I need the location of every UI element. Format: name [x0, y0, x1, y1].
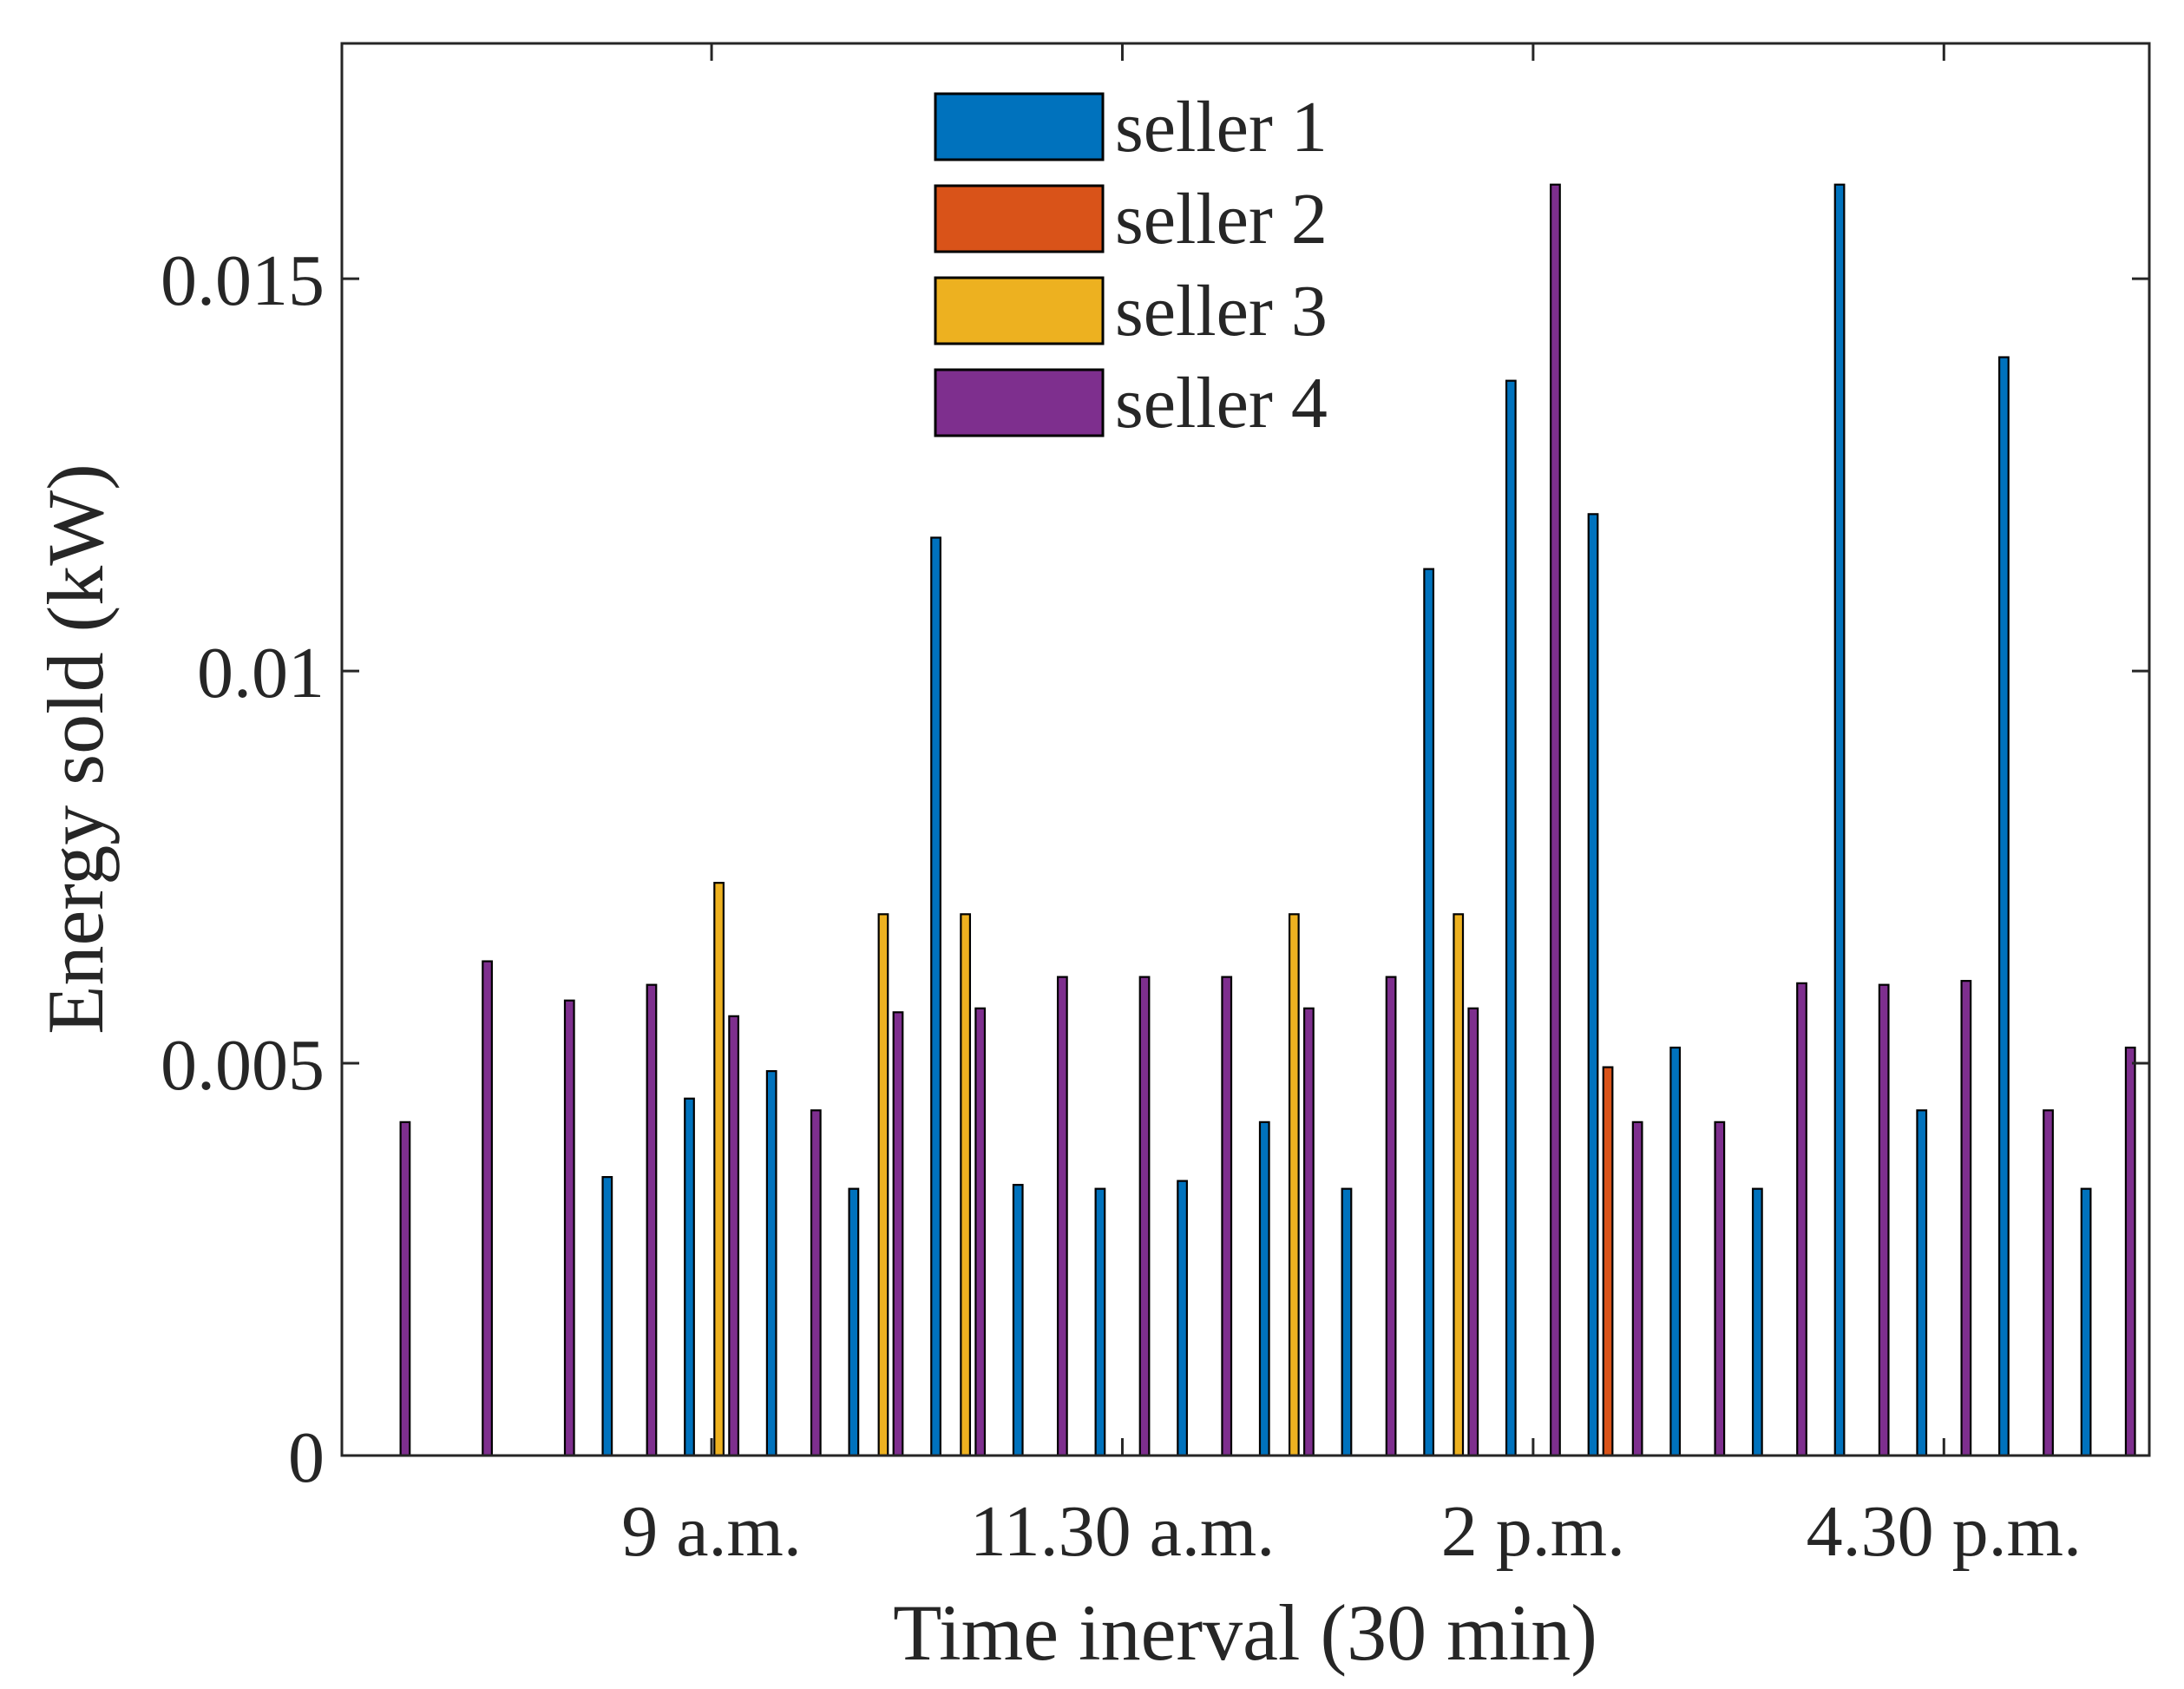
- bar-seller-4-interval-11: [1221, 976, 1233, 1457]
- bar-seller-4-interval-17: [1714, 1121, 1726, 1457]
- legend[interactable]: seller 1 seller 2 seller 3 seller 4: [934, 87, 1328, 444]
- bar-seller-1-interval-13: [1341, 1187, 1353, 1457]
- bar-seller-4-interval-9: [1056, 976, 1068, 1457]
- x-axis-label: Time inerval (30 min): [893, 1588, 1597, 1677]
- bar-seller-4-interval-20: [1960, 980, 1972, 1457]
- bar-seller-4-interval-5: [728, 1015, 740, 1457]
- bar-seller-4-interval-12: [1303, 1007, 1315, 1457]
- bar-seller-1-interval-10: [1094, 1187, 1106, 1457]
- bar-seller-4-interval-16: [1631, 1121, 1643, 1457]
- bar-seller-1-interval-17: [1669, 1046, 1682, 1457]
- bar-seller-4-interval-2: [482, 960, 493, 1457]
- legend-label-seller-4: seller 4: [1115, 363, 1328, 444]
- y-axis-label: Energy sold (kW): [31, 463, 120, 1034]
- bar-seller-1-interval-19: [1833, 183, 1846, 1457]
- legend-label-seller-2: seller 2: [1115, 179, 1328, 260]
- bar-seller-1-interval-15: [1505, 379, 1517, 1457]
- bar-seller-1-interval-16: [1587, 513, 1599, 1457]
- bar-seller-1-interval-18: [1751, 1187, 1763, 1457]
- legend-label-seller-3: seller 3: [1115, 271, 1328, 352]
- bar-seller-3-interval-14: [1453, 913, 1465, 1457]
- y-tick-label-3: 0.015: [161, 240, 325, 321]
- bar-seller-1-interval-4: [601, 1176, 613, 1457]
- bar-seller-4-interval-6: [810, 1109, 822, 1457]
- bar-seller-1-interval-5: [684, 1097, 695, 1457]
- bar-seller-4-interval-1: [399, 1121, 411, 1457]
- bar-seller-1-interval-20: [1916, 1109, 1928, 1457]
- bar-seller-1-interval-9: [1012, 1184, 1024, 1457]
- bar-seller-1-interval-6: [765, 1069, 777, 1457]
- bar-seller-4-interval-21: [2043, 1109, 2054, 1457]
- bars-group: [399, 183, 2136, 1457]
- x-tick-labels: 9 a.m. 11.30 a.m. 2 p.m. 4.30 p.m.: [621, 1491, 2082, 1572]
- bar-seller-3-interval-12: [1288, 913, 1300, 1457]
- bar-seller-4-interval-18: [1796, 982, 1807, 1457]
- bar-seller-3-interval-7: [877, 913, 889, 1457]
- bar-seller-4-interval-10: [1138, 976, 1151, 1457]
- plot-frame: [340, 42, 2151, 1457]
- bar-seller-1-interval-14: [1423, 568, 1435, 1457]
- bar-seller-4-interval-19: [1878, 983, 1890, 1457]
- bar-seller-1-interval-22: [2080, 1187, 2092, 1457]
- bar-seller-4-interval-8: [974, 1007, 987, 1457]
- bar-seller-4-interval-15: [1550, 183, 1561, 1457]
- y-tick-label-0: 0: [288, 1417, 325, 1498]
- bar-seller-3-interval-8: [960, 913, 972, 1457]
- bar-seller-1-interval-7: [848, 1187, 860, 1457]
- bar-seller-1-interval-8: [930, 536, 941, 1457]
- legend-swatch-seller-4: [934, 368, 1105, 437]
- y-tick-label-1: 0.005: [161, 1025, 325, 1106]
- bar-seller-3-interval-5: [713, 882, 725, 1457]
- bar-seller-4-interval-7: [892, 1011, 904, 1457]
- legend-swatch-seller-2: [934, 184, 1105, 253]
- x-tick-label-2: 2 p.m.: [1441, 1491, 1625, 1572]
- bar-seller-1-interval-11: [1177, 1180, 1188, 1457]
- x-tick-label-3: 4.30 p.m.: [1807, 1491, 2082, 1572]
- bar-seller-4-interval-13: [1385, 976, 1397, 1457]
- bar-seller-4-interval-14: [1467, 1007, 1479, 1457]
- bar-seller-4-interval-4: [646, 983, 658, 1457]
- bar-seller-2-interval-16: [1602, 1066, 1614, 1457]
- ticks-group: [342, 43, 2149, 1457]
- bar-seller-4-interval-3: [563, 999, 575, 1457]
- bar-seller-1-interval-21: [1998, 356, 2010, 1457]
- x-tick-label-1: 11.30 a.m.: [970, 1491, 1276, 1572]
- bar-seller-4-interval-22: [2124, 1046, 2136, 1457]
- y-tick-label-2: 0.01: [197, 633, 325, 713]
- bar-seller-1-interval-12: [1258, 1121, 1270, 1457]
- legend-swatch-seller-3: [934, 276, 1105, 345]
- y-tick-labels: 0 0.005 0.01 0.015: [161, 240, 325, 1498]
- legend-swatch-seller-1: [934, 92, 1105, 161]
- x-tick-label-0: 9 a.m.: [621, 1491, 802, 1572]
- legend-label-seller-1: seller 1: [1115, 87, 1328, 168]
